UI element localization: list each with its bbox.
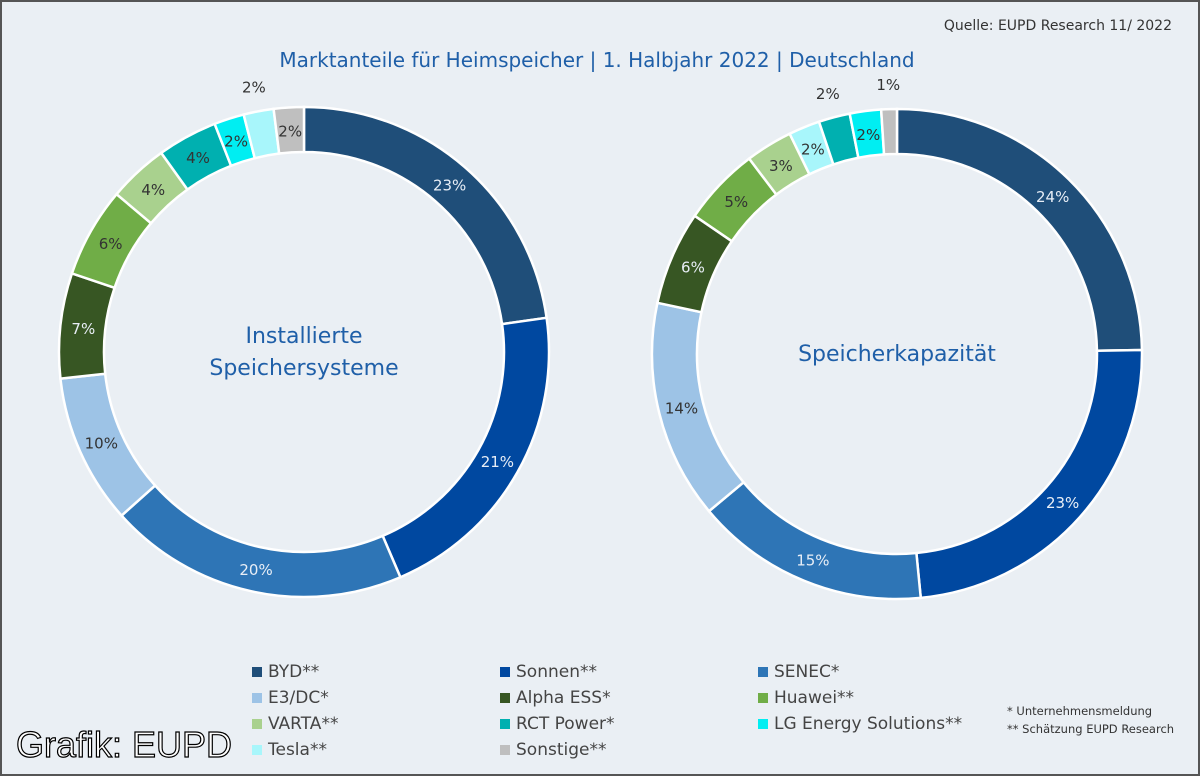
- legend-label: VARTA**: [268, 714, 339, 734]
- slice-byd: [895, 107, 1144, 353]
- legend-label: E3/DC*: [268, 688, 329, 708]
- legend-item: Tesla**: [252, 738, 500, 762]
- donut-chart-1: 23% 21% 20% 10% 7% 6% 4% 4% 2% 2% 2% Installierte Sp…: [57, 79, 551, 599]
- legend-label: Huawei**: [774, 688, 855, 708]
- footnote: * Unternehmensmeldung: [1007, 704, 1153, 718]
- center-label: Installierte: [245, 324, 362, 349]
- slice-sonstige: [272, 105, 306, 155]
- legend-item: RCT Power*: [500, 712, 758, 736]
- legend-swatch: [500, 667, 510, 677]
- data-label: 1%: [876, 76, 900, 94]
- data-label: 7%: [71, 320, 95, 338]
- source-label: Quelle: EUPD Research 11/ 2022: [943, 18, 1172, 34]
- legend-swatch: [758, 693, 768, 703]
- slice-senec: [707, 480, 923, 601]
- slice-sonnen: [915, 348, 1144, 600]
- legend-item: Alpha ESS*: [500, 686, 758, 710]
- legend-item: Sonnen**: [500, 660, 758, 684]
- footnote: ** Schätzung EUPD Research: [1007, 722, 1175, 736]
- legend-item: SENEC*: [758, 660, 992, 684]
- legend-swatch: [252, 693, 262, 703]
- data-label: 2%: [242, 79, 266, 97]
- legend-label: Alpha ESS*: [516, 688, 611, 708]
- legend-label: LG Energy Solutions**: [774, 714, 963, 734]
- legend-label: Sonstige**: [516, 740, 607, 760]
- data-label: 6%: [681, 259, 705, 277]
- legend-item: Sonstige**: [500, 738, 758, 762]
- data-label: 23%: [433, 176, 466, 194]
- data-label: 14%: [665, 399, 698, 417]
- slice-senec: [119, 483, 403, 599]
- data-label: 21%: [481, 453, 514, 471]
- chart-title: Marktanteile für Heimspeicher | 1. Halbj…: [279, 48, 915, 72]
- legend-swatch: [500, 745, 510, 755]
- center-label: Speicherkapazität: [798, 342, 996, 367]
- legend-swatch: [252, 719, 262, 729]
- slice-sonnen: [381, 316, 551, 579]
- legend-item: Huawei**: [758, 686, 992, 710]
- data-label: 3%: [769, 157, 793, 175]
- legend-label: RCT Power*: [516, 714, 615, 734]
- donut-chart-2: 24% 23% 15% 14% 6% 5% 3% 2% 2% 2% 1% Speicherkapazi…: [650, 76, 1144, 601]
- data-label: 4%: [186, 149, 210, 167]
- data-label: 2%: [816, 85, 840, 103]
- data-label: 5%: [724, 193, 748, 211]
- slice-byd: [302, 105, 549, 326]
- data-label: 15%: [796, 551, 829, 569]
- legend-item: VARTA**: [252, 712, 500, 736]
- legend-swatch: [758, 719, 768, 729]
- legend-swatch: [500, 719, 510, 729]
- legend-item: E3/DC*: [252, 686, 500, 710]
- data-label: 6%: [99, 235, 123, 253]
- legend-swatch: [252, 667, 262, 677]
- data-label: 4%: [141, 181, 165, 199]
- legend-label: SENEC*: [774, 662, 840, 682]
- data-label: 23%: [1046, 494, 1079, 512]
- legend-swatch: [252, 745, 262, 755]
- legend-label: Tesla**: [268, 740, 327, 760]
- data-label: 2%: [224, 133, 248, 151]
- legend-item: LG Energy Solutions**: [758, 712, 992, 736]
- data-label: 2%: [278, 122, 302, 140]
- legend-swatch: [758, 667, 768, 677]
- slice-sonstige: [879, 107, 899, 156]
- legend-swatch: [500, 693, 510, 703]
- legend-label: Sonnen**: [516, 662, 597, 682]
- data-label: 2%: [801, 141, 825, 159]
- data-label: 10%: [85, 435, 118, 453]
- data-label: 24%: [1036, 188, 1069, 206]
- data-label: 20%: [239, 561, 272, 579]
- watermark: Grafik: EUPD: [15, 723, 233, 765]
- center-label: Speichersysteme: [209, 356, 398, 381]
- legend-label: BYD**: [268, 662, 320, 682]
- data-label: 2%: [856, 126, 880, 144]
- legend-item: BYD**: [252, 660, 500, 684]
- footnotes: * Unternehmensmeldung ** Schätzung EUPD …: [1007, 702, 1174, 738]
- legend: BYD** Sonnen** SENEC* E3/DC* Alpha ESS* Huawe…: [252, 660, 992, 762]
